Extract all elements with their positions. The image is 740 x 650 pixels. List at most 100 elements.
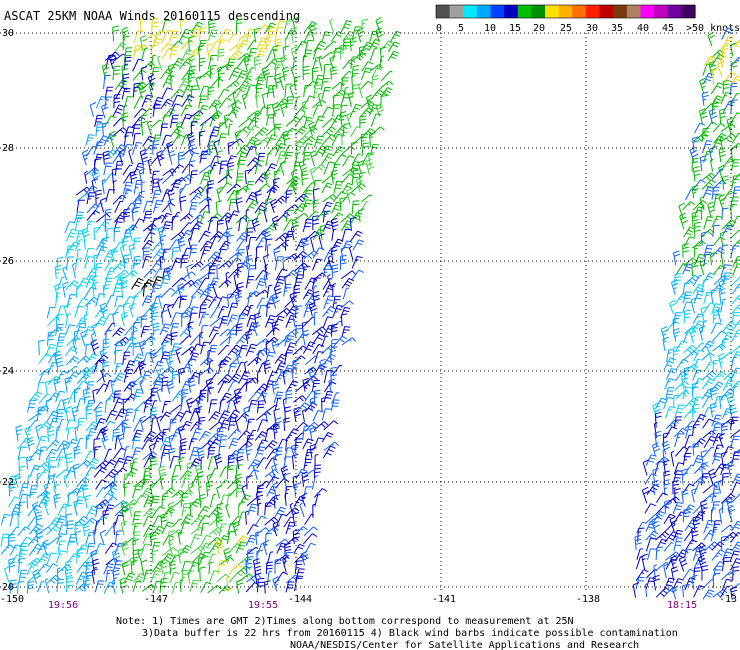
wind-barb [133,96,143,110]
wind-barb [225,271,230,288]
wind-barb [198,313,209,326]
wind-barb [265,134,278,148]
wind-barb [95,123,104,137]
wind-barb [720,535,728,551]
wind-barb [302,65,310,80]
wind-barb [331,163,341,177]
wind-barb [190,21,204,34]
wind-barb [177,531,182,545]
wind-barb [86,203,100,214]
wind-barb [331,238,344,250]
wind-barb [692,136,700,153]
wind-barb [285,521,296,535]
wind-barb [159,411,172,422]
wind-barb [332,47,342,62]
wind-barb [122,351,131,366]
wind-barb [133,162,145,175]
wind-barb [380,95,388,108]
wind-barb [709,386,718,401]
wind-barb [713,444,724,458]
wind-barb [235,349,242,365]
wind-barb [682,508,690,523]
wind-barb [217,305,229,319]
wind-barb [29,523,43,535]
wind-barb [133,401,147,412]
wind-barb [661,440,671,455]
wind-barb [180,492,189,507]
wind-barb [721,251,725,266]
wind-barb [113,211,128,223]
wind-barb [150,119,162,128]
wind-barb [205,377,214,395]
wind-barb [266,485,278,497]
wind-barb [169,114,179,129]
wind-barb [161,212,173,224]
wind-barb [237,39,249,51]
wind-barb [722,36,734,50]
wind-barb [293,76,301,90]
wind-barb [237,502,245,516]
wind-barb [150,495,160,508]
wind-barb [142,159,150,175]
wind-barb [169,30,179,42]
wind-barb [283,283,292,297]
wind-barb [691,320,705,332]
wind-barb [302,316,316,328]
lon-label-147: -147 [144,594,168,605]
wind-barb [245,434,254,449]
wind-barb [302,341,316,355]
wind-barb [666,368,677,380]
wind-barb [132,511,142,526]
wind-barb [227,50,243,60]
wind-barb [729,196,739,211]
wind-barb [683,309,691,324]
wind-barb [218,240,231,251]
wind-barb [180,39,195,51]
wind-barb [313,74,324,89]
wind-barb [179,295,188,309]
wind-barb [26,455,33,470]
wind-barb [103,277,113,290]
wind-barb [322,193,337,203]
wind-barb [178,77,191,89]
wind-barb [274,353,287,364]
wind-barb [141,121,148,136]
wind-barb [309,426,317,442]
wind-barb [692,424,700,437]
wind-barb [309,24,317,41]
wind-barb [74,515,89,527]
wind-barb [76,417,85,431]
wind-barb [115,530,123,545]
wind-barb [732,263,740,277]
wind-barb [711,303,721,315]
wind-barb [322,305,336,318]
wind-barb [27,557,42,567]
wind-barb [703,72,715,85]
wind-barb [190,533,202,547]
wind-barb [71,405,79,423]
wind-barb [29,448,43,460]
wind-barb [693,413,706,427]
wind-barb [18,542,28,555]
wind-barb [65,280,79,291]
wind-barb [387,50,400,62]
wind-barb [302,266,311,279]
wind-barb [104,51,120,61]
wind-barb [674,404,685,418]
wind-barb [711,215,723,228]
wind-barb [120,311,129,327]
wind-barb [342,59,356,70]
wind-barb [280,55,288,70]
wind-barb [162,507,175,518]
wind-barb [226,531,236,545]
footnotes: Note: 1) Times are GMT 2)Times along bot… [116,616,678,650]
legend-swatch [599,5,614,18]
time-label-1956: 19:56 [48,600,78,611]
wind-barb [95,213,111,223]
wind-barb [304,449,314,461]
wind-barb [85,353,98,364]
wind-barb [168,150,176,166]
wind-barb [86,210,100,221]
wind-barb [171,164,185,175]
wind-barb [247,322,258,335]
